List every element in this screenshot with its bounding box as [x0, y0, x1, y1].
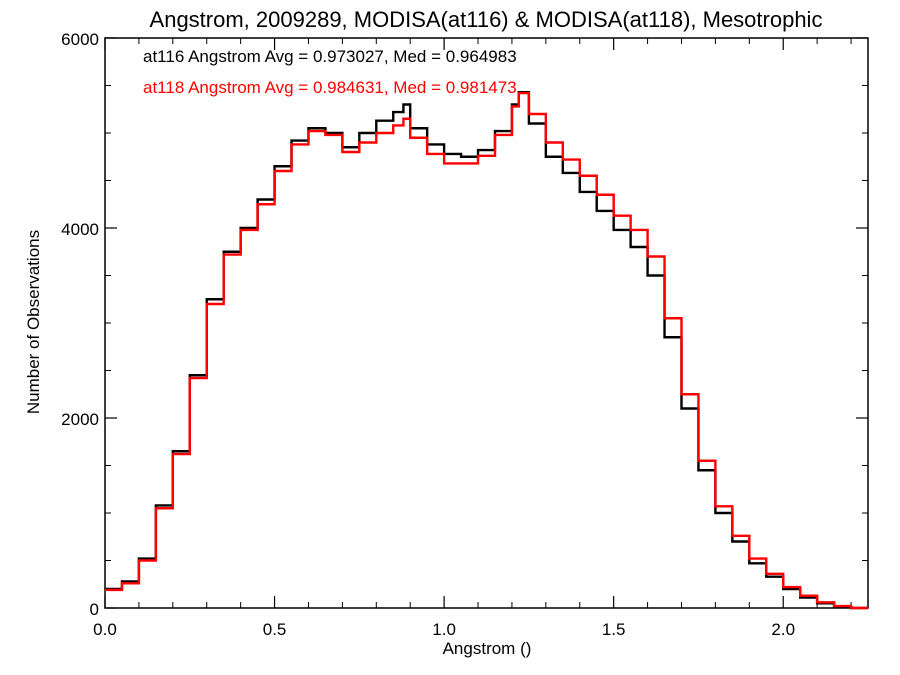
y-tick-label: 4000 — [61, 220, 99, 239]
x-tick-label: 0.5 — [263, 620, 287, 639]
y-tick-label: 2000 — [61, 410, 99, 429]
series-annotation-at118: at118 Angstrom Avg = 0.984631, Med = 0.9… — [143, 78, 517, 97]
plot-frame — [104, 37, 869, 609]
x-axis: 0.0 0.5 1.0 1.5 2.0 — [93, 38, 852, 639]
x-tick-label: 2.0 — [771, 620, 795, 639]
x-tick-label: 1.0 — [432, 620, 456, 639]
y-axis-label: Number of Observations — [24, 230, 43, 414]
y-axis: 0 2000 4000 6000 — [61, 30, 868, 619]
chart-title: Angstrom, 2009289, MODISA(at116) & MODIS… — [150, 7, 823, 32]
x-axis-label: Angstrom () — [443, 639, 532, 658]
x-tick-label: 0.0 — [93, 620, 117, 639]
series-line-at116 — [105, 90, 868, 610]
x-tick-label: 1.5 — [602, 620, 626, 639]
series-annotation-at116: at116 Angstrom Avg = 0.973027, Med = 0.9… — [143, 47, 517, 66]
series-layer — [105, 90, 868, 610]
series-line-at118 — [105, 91, 868, 610]
y-tick-label: 0 — [90, 600, 99, 619]
y-tick-label: 6000 — [61, 30, 99, 49]
